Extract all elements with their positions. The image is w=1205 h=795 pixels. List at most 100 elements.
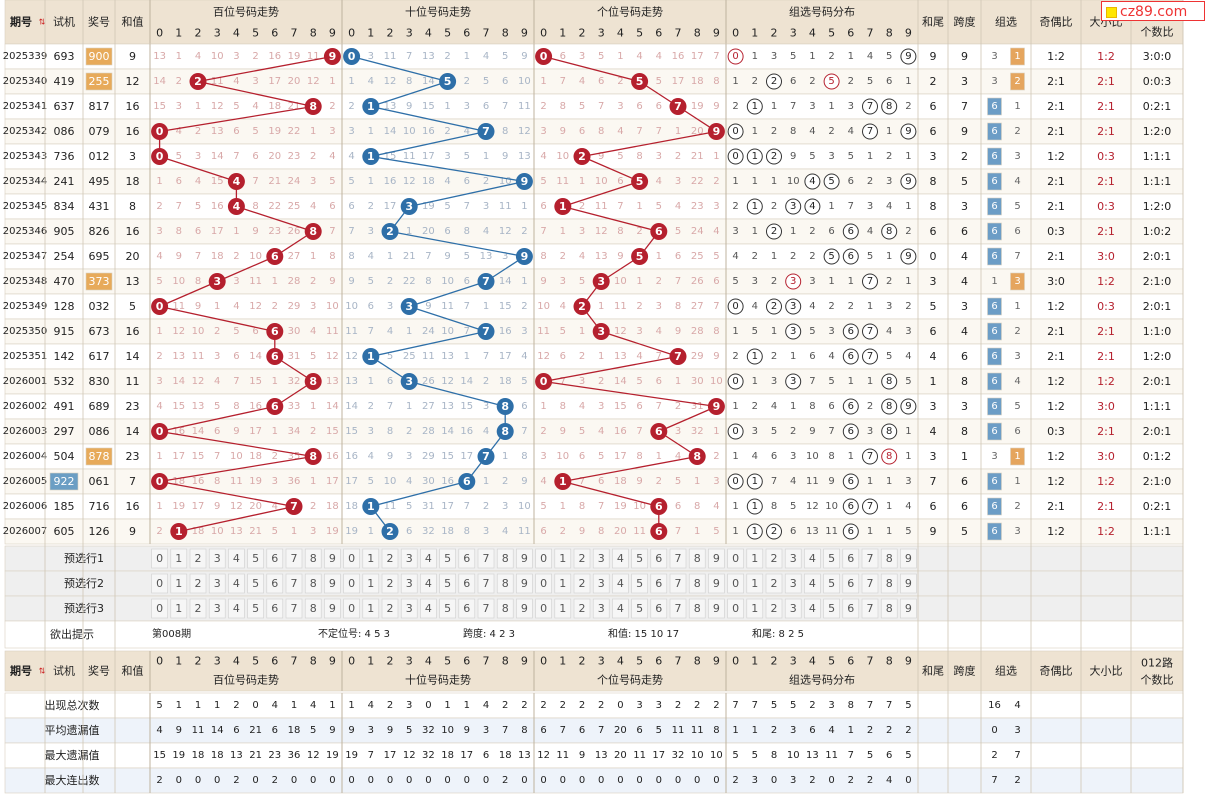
stats-value: 9 [176,725,182,736]
preselect-cell [208,548,226,569]
span-cell: 8 [961,375,968,388]
stats-value: 0 [214,775,220,786]
stats-value: 9 [329,725,335,736]
stats-value: 18 [211,750,224,761]
preselect-cell [343,573,360,594]
miss-value: 2 [560,526,566,537]
trend-ball [189,73,207,90]
miss-value: 2 [560,251,566,262]
miss-value: 4 [195,51,201,62]
trend-ball-number: 1 [367,100,375,113]
group-miss-value: 1 [752,126,758,137]
miss-value: 2 [540,426,546,437]
stats-value: 0 [387,775,393,786]
odd-even-cell: 1:2 [1047,300,1065,313]
odd-even-cell: 2:1 [1047,125,1065,138]
miss-value: 3 [540,126,546,137]
group-miss-value: 1 [886,126,892,137]
footer-digit-header: 3 [214,655,221,668]
preselect-digit: 6 [847,577,854,590]
preselect-digit: 6 [463,577,470,590]
preselect-cell [631,548,648,569]
preselect-cell [900,598,917,619]
tail-cell: 7 [930,475,937,488]
group-type-miss: 3 [991,51,997,62]
span-cell: 4 [961,250,968,263]
miss-value: 9 [233,426,239,437]
trend-line [159,155,237,183]
tail-cell: 6 [930,225,937,238]
digit-header: 8 [694,27,701,40]
group-hit-circle [804,198,821,215]
machine-cell: 504 [54,450,75,463]
preselect-cell [554,598,572,619]
sum-cell: 8 [129,200,136,213]
trend-ball [323,48,341,65]
group-hit-value: 8 [886,376,892,387]
miss-value: 11 [556,176,569,187]
miss-value: 10 [499,176,512,187]
preselect-cell [285,548,303,569]
footer-digit-header: 7 [483,655,490,668]
trend-ball-number: 6 [655,500,663,513]
preselect-cell [880,573,898,594]
trend-ball-number: 1 [367,500,375,513]
miss-value: 7 [713,51,719,62]
group-hit-value: 3 [790,326,796,337]
stats-value: 18 [192,750,205,761]
group-miss-value: 3 [886,301,892,312]
miss-value: 1 [694,476,700,487]
group-miss-value: 1 [771,101,777,112]
span-cell: 8 [961,425,968,438]
miss-value: 1 [598,301,604,312]
miss-value: 18 [345,501,358,512]
miss-value: 10 [614,276,627,287]
stats-value: 1 [444,700,450,711]
preselect-digit: 5 [828,577,835,590]
group-hit-value: 9 [905,401,911,412]
group-miss-value: 2 [848,76,854,87]
group-miss-value: 5 [771,426,777,437]
stats-value: 0 [598,775,604,786]
sum-cell: 16 [126,225,140,238]
group-miss-value: 2 [809,76,815,87]
group-miss-value: 7 [828,426,834,437]
footer-digit-header: 4 [617,655,624,668]
group-miss-value: 2 [809,226,815,237]
preselect-digit: 2 [579,602,586,615]
group-miss-value: 4 [886,201,892,212]
footer-digit-header: 6 [655,655,662,668]
preselect-digit: 9 [329,577,336,590]
stats-value: 19 [172,750,185,761]
miss-value: 5 [310,351,316,362]
award-cell: 826 [89,225,110,238]
miss-value: 1 [368,376,374,387]
miss-value: 1 [464,351,470,362]
group-miss-value: 1 [732,451,738,462]
miss-value: 3 [483,401,489,412]
stats-value: 8 [848,700,854,711]
preselect-digit: 4 [425,552,432,565]
group-type-miss: 5 [1014,401,1020,412]
miss-value: 22 [268,201,281,212]
table-row [4,293,1184,320]
group-miss-value: 1 [905,451,911,462]
trend-ball-number: 8 [309,450,317,463]
group-hit-value: 1 [752,351,758,362]
period-cell: 2025342 [3,126,48,137]
miss-value: 30 [422,476,435,487]
miss-value: 20 [249,501,262,512]
span-cell: 5 [961,525,968,538]
preselect-digit: 6 [463,602,470,615]
trend-ball-number: 5 [636,175,644,188]
group-hit-value: 9 [905,176,911,187]
trend-ball [208,273,226,290]
stats-value: 2 [540,700,546,711]
miss-value: 15 [172,401,185,412]
miss-value: 1 [233,226,239,237]
preselect-digit: 4 [425,577,432,590]
stats-value: 0 [617,700,623,711]
miss-value: 19 [268,126,281,137]
